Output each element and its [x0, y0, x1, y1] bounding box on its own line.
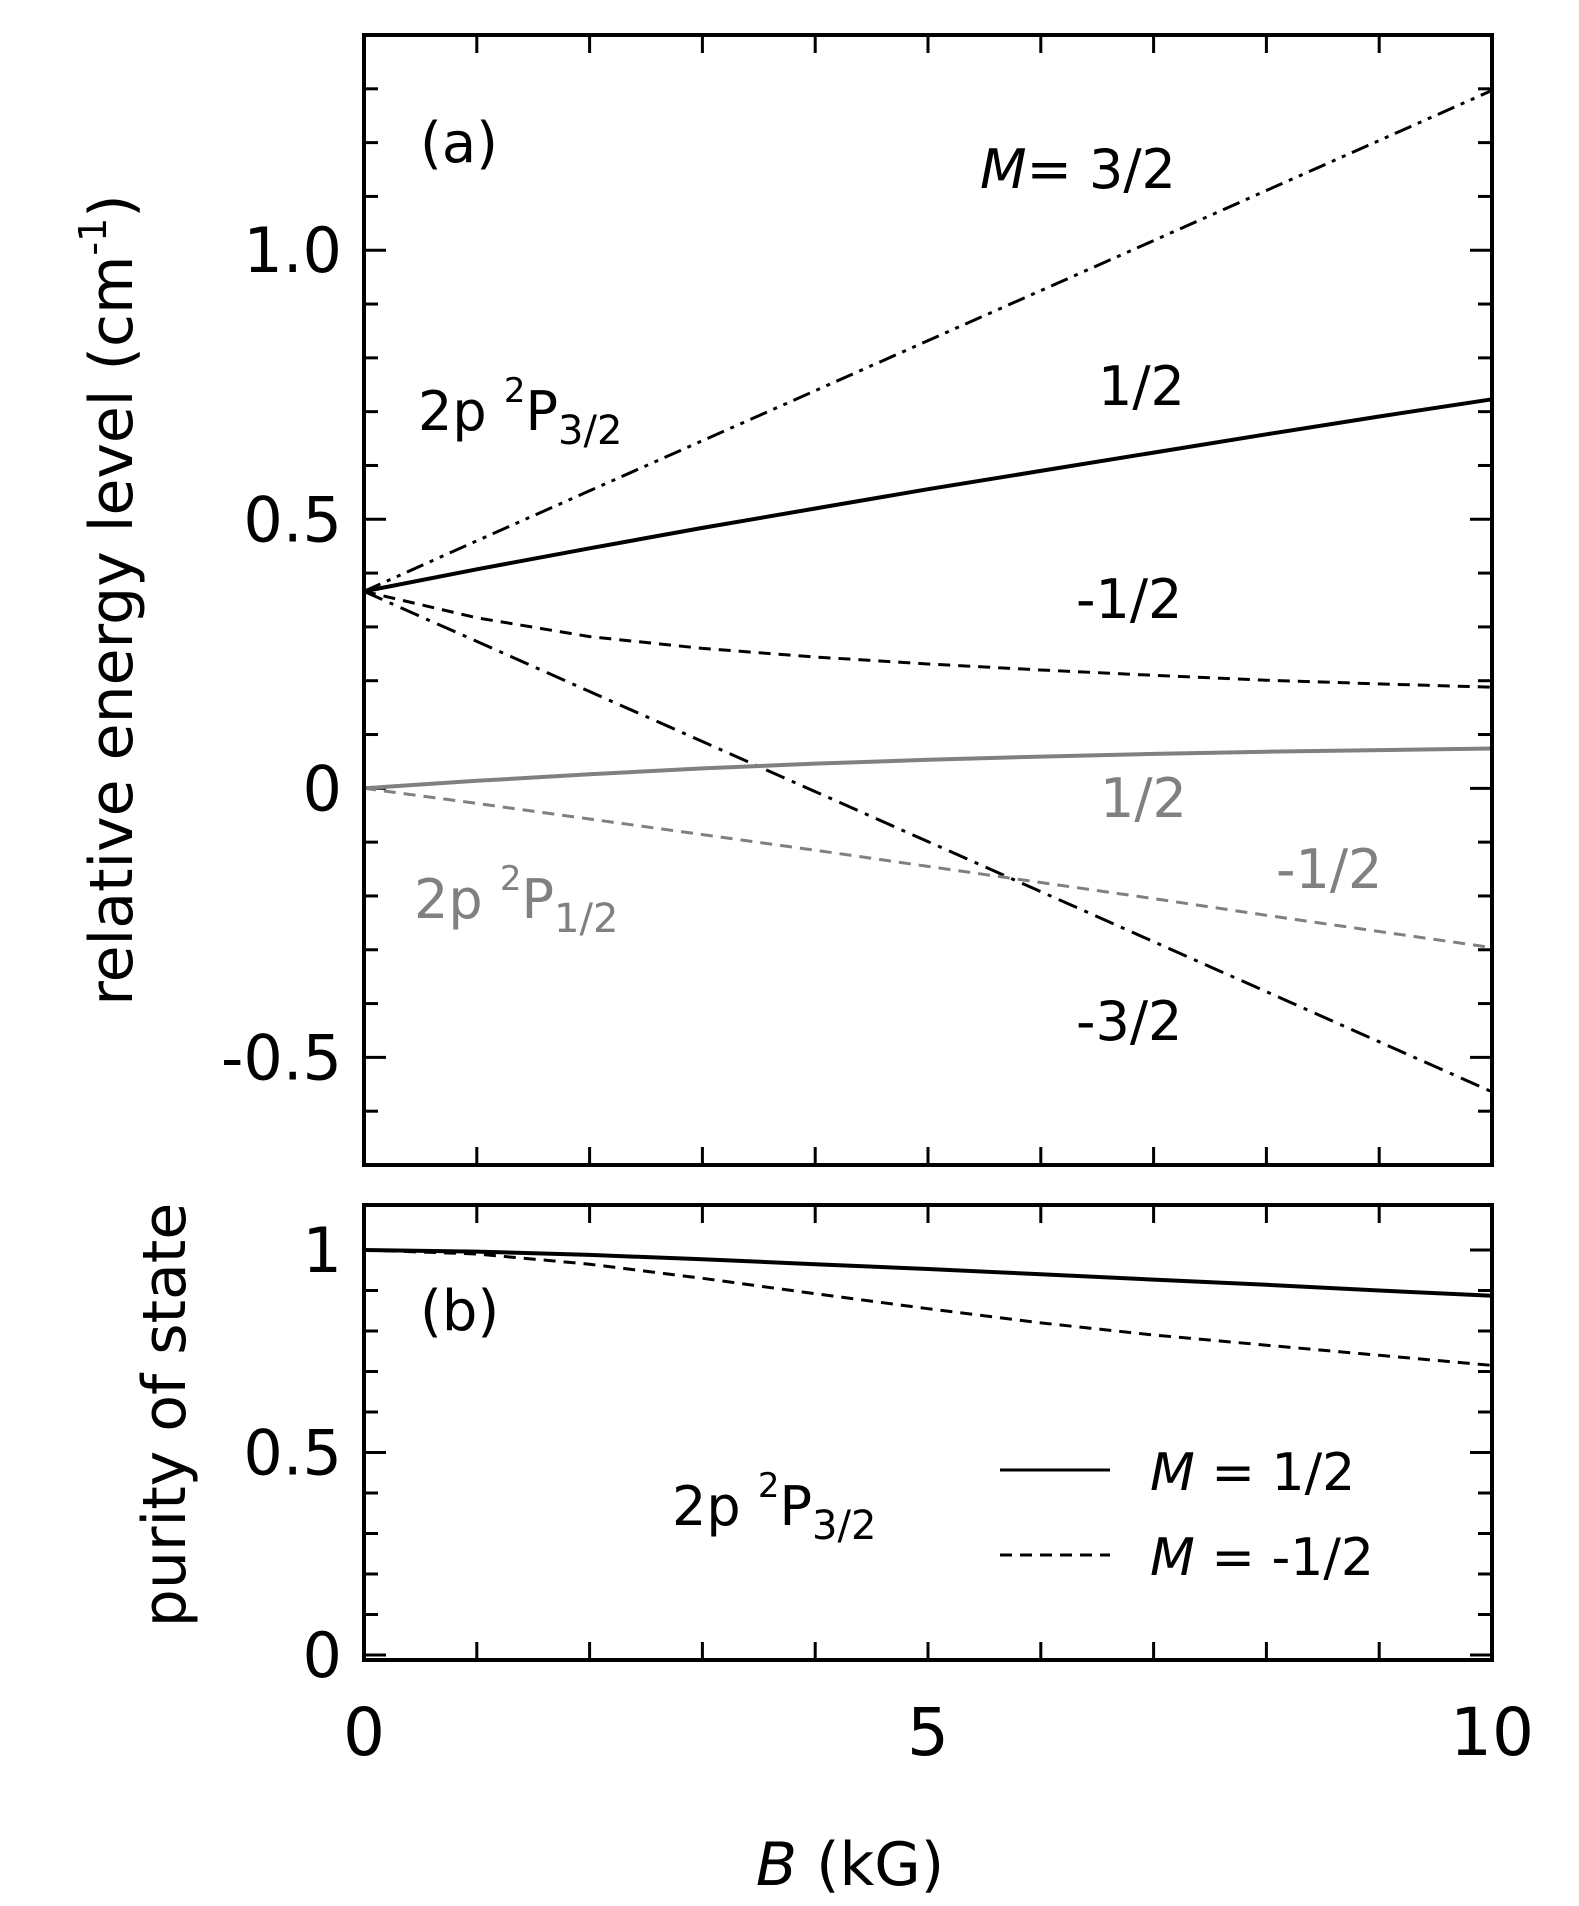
- series-line-a: [363, 89, 1493, 593]
- state-label-sub: 1/2: [554, 896, 618, 942]
- annotation-m-value: = 3/2: [1027, 138, 1176, 201]
- annotation-m-var: M: [980, 138, 1027, 201]
- panel-a-ytick-labels: -0.5 0 0.5 1.0: [221, 214, 342, 1094]
- series-line-b: [363, 1248, 1493, 1367]
- ylabel-exp: -1: [71, 218, 115, 256]
- state-label-base: 2p: [672, 1475, 758, 1538]
- panel-b-ytick-labels: 00.51: [243, 1214, 342, 1692]
- panel-a-ticks: [364, 35, 1492, 1165]
- state-label-p: P: [779, 1475, 812, 1538]
- series-line-b: [363, 1248, 1493, 1298]
- annotation-3-2-half: 1/2: [1098, 355, 1185, 418]
- ylabel-main: relative energy level (cm: [77, 256, 147, 1006]
- panel-a-series: [363, 89, 1493, 1094]
- y-tick-label-a: 0: [303, 752, 342, 825]
- legend-entry-2: M = -1/2: [1150, 1528, 1374, 1588]
- state-label-p12: 2p 2P1/2: [414, 859, 618, 942]
- annotation-3-2-minus-three-half: -3/2: [1076, 990, 1182, 1053]
- state-label-base: 2p: [414, 868, 500, 931]
- state-label-p: P: [525, 380, 558, 443]
- legend-entry-1: M = 1/2: [1150, 1443, 1355, 1503]
- x-axis-label: B (kG): [756, 1830, 944, 1900]
- state-label-sup: 2: [504, 371, 526, 411]
- legend-var: M: [1150, 1443, 1195, 1503]
- y-tick-label-b: 0.5: [243, 1417, 342, 1490]
- x-tick-labels: 0 5 10: [343, 1694, 1534, 1771]
- state-label-sup: 2: [500, 859, 522, 899]
- x-axis-unit: (kG): [797, 1830, 944, 1900]
- legend-label: = 1/2: [1195, 1443, 1355, 1503]
- state-label-base: 2p: [418, 380, 504, 443]
- annotation-1-2-half: 1/2: [1100, 767, 1187, 830]
- annotation-1-2-minus-half: -1/2: [1276, 838, 1382, 901]
- annotation-3-2-minus-half: -1/2: [1076, 568, 1182, 631]
- panel-a: -0.5 0 0.5 1.0 (a) M= 3/2 1/2 -1/2 1/2 -1/2…: [71, 33, 1494, 1167]
- x-tick-label: 10: [1450, 1694, 1534, 1771]
- series-line-a: [363, 590, 1493, 1094]
- x-tick-label: 0: [343, 1694, 385, 1771]
- series-line-a: [363, 589, 1493, 689]
- y-tick-label-b: 0: [303, 1619, 342, 1692]
- y-tick-label-a: 1.0: [243, 214, 342, 287]
- panel-b: 00.51 0 5 10 (b) 2p 2P3/2 M = 1/2 M = -1/2…: [130, 1203, 1534, 1771]
- y-tick-label-a: -0.5: [221, 1021, 342, 1094]
- annotation-m-3-2: M= 3/2: [980, 138, 1176, 201]
- legend-label: = -1/2: [1195, 1528, 1374, 1588]
- state-label-p32-b: 2p 2P3/2: [672, 1466, 876, 1549]
- x-tick-label: 5: [907, 1694, 949, 1771]
- y-tick-label-a: 0.5: [243, 483, 342, 556]
- series-line-a: [363, 786, 1493, 950]
- panel-a-y-axis-label: relative energy level (cm-1): [71, 194, 147, 1005]
- panel-b-series: [363, 1248, 1493, 1367]
- series-line-a: [363, 397, 1493, 594]
- panel-a-label: (a): [420, 111, 498, 176]
- series-line-a: [363, 746, 1493, 791]
- state-label-p32: 2p 2P3/2: [418, 371, 622, 454]
- panel-a-frame: [362, 33, 1494, 1167]
- legend: M = 1/2 M = -1/2: [1000, 1443, 1374, 1588]
- panel-b-frame: [362, 1203, 1494, 1662]
- panel-b-y-axis-label: purity of state: [130, 1203, 200, 1627]
- ylabel-close: ): [77, 194, 147, 217]
- panel-b-label: (b): [420, 1279, 499, 1344]
- y-tick-label-b: 1: [303, 1214, 342, 1287]
- legend-var: M: [1150, 1528, 1195, 1588]
- panel-b-ticks: [364, 1205, 1492, 1660]
- state-label-sub: 3/2: [558, 408, 622, 454]
- x-axis-var: B: [756, 1830, 797, 1900]
- state-label-sub: 3/2: [812, 1503, 876, 1549]
- state-label-sup: 2: [758, 1466, 780, 1506]
- state-label-p: P: [521, 868, 554, 931]
